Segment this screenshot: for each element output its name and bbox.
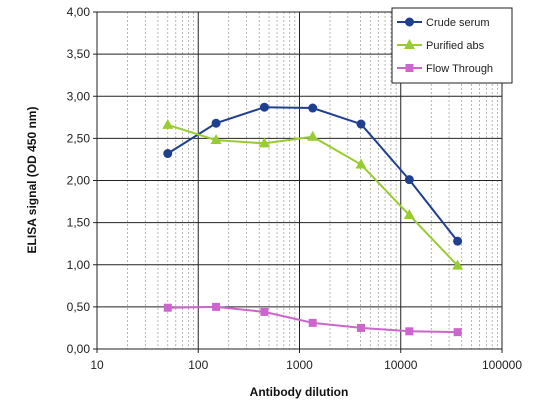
y-tick-label: 2,00 <box>67 174 91 188</box>
legend-label-crude-serum: Crude serum <box>426 17 490 29</box>
flow-through-point <box>357 323 366 332</box>
crude-serum-point <box>404 175 414 185</box>
y-tick-label: 2,50 <box>67 131 91 145</box>
data-series <box>162 102 464 337</box>
purified-abs-point <box>258 137 270 148</box>
y-tick-label: 1,50 <box>67 216 91 230</box>
legend-label-flow-through: Flow Through <box>426 63 493 75</box>
y-axis-title: ELISA signal (OD 450 nm) <box>25 107 39 254</box>
y-tick-label: 4,00 <box>67 5 91 19</box>
flow-through-point <box>163 303 172 312</box>
series-crude-serum <box>163 102 463 246</box>
purified-abs-point <box>162 118 174 129</box>
y-tick-label: 3,50 <box>67 47 91 61</box>
flow-through-point <box>260 307 269 316</box>
purified-abs-point <box>403 209 415 220</box>
x-tick-label: 10000 <box>384 358 418 372</box>
legend-label-purified-abs: Purified abs <box>426 40 485 52</box>
crude-serum-point <box>259 102 269 112</box>
x-tick-label: 10 <box>90 358 104 372</box>
crude-serum-point <box>453 236 463 246</box>
x-axis-title: Antibody dilution <box>250 385 349 399</box>
x-tick-label: 1000 <box>286 358 313 372</box>
purified-abs-point <box>355 158 367 169</box>
crude-serum-point <box>163 149 173 159</box>
y-tick-label: 1,00 <box>67 258 91 272</box>
legend: Crude serum Purified abs Flow Through <box>391 7 513 84</box>
y-tick-label: 0,50 <box>67 300 91 314</box>
crude-serum-point <box>356 119 366 129</box>
crude-serum-point <box>211 118 221 128</box>
purified-abs-point <box>452 259 464 270</box>
crude-serum-point <box>308 103 318 113</box>
flow-through-point <box>453 328 462 337</box>
y-tick-labels: 0,00 0,50 1,00 1,50 2,00 2,50 3,00 3,50 4,00 <box>67 5 97 356</box>
x-tick-label: 100000 <box>482 358 522 372</box>
x-tick-label: 100 <box>188 358 208 372</box>
flow-through-point <box>212 302 221 311</box>
legend-swatch-marker-crude-serum <box>405 17 414 27</box>
flow-through-point <box>405 327 414 336</box>
x-tick-labels: 10 100 1000 10000 100000 <box>90 349 522 372</box>
purified-abs-point <box>210 134 222 145</box>
legend-swatch-marker-purified-abs <box>404 39 415 49</box>
series-flow-through <box>163 302 462 337</box>
series-purified-abs <box>162 118 464 270</box>
legend-swatch-marker-flow-through <box>405 64 414 72</box>
flow-through-point <box>308 318 317 327</box>
y-tick-label: 3,00 <box>67 89 91 103</box>
purified-abs-point <box>307 130 319 141</box>
y-tick-label: 0,00 <box>67 342 91 356</box>
